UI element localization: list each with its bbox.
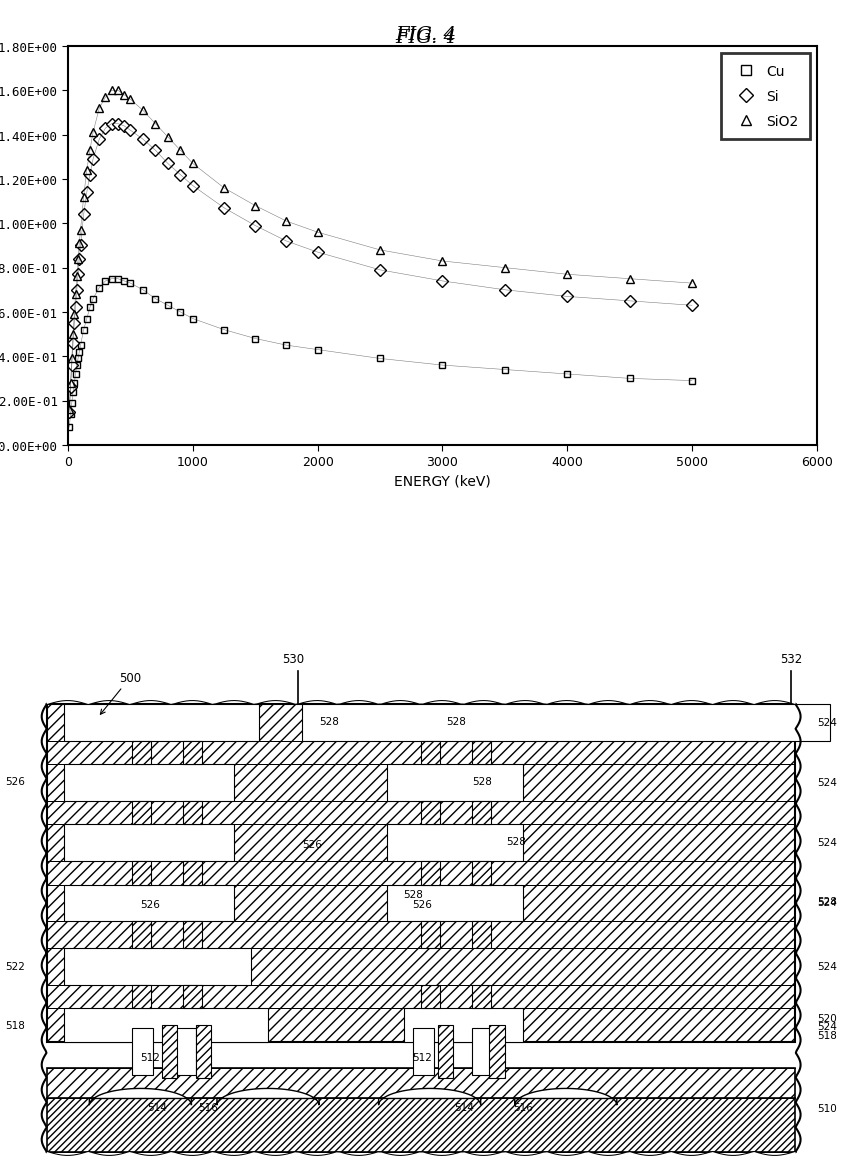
Text: 516: 516	[513, 1102, 533, 1112]
Bar	[64, 825, 234, 861]
Bar	[421, 802, 439, 825]
Bar	[47, 704, 795, 1042]
Text: FIG. 4: FIG. 4	[394, 26, 456, 43]
Text: 518: 518	[6, 1020, 26, 1030]
Text: 524: 524	[816, 777, 836, 788]
Bar	[183, 802, 201, 825]
Bar	[47, 1069, 795, 1098]
Text: 518: 518	[816, 1030, 836, 1040]
Polygon shape	[89, 1089, 191, 1105]
Bar	[489, 1026, 504, 1078]
Text: 524: 524	[816, 838, 836, 847]
Text: 526: 526	[412, 900, 432, 909]
Text: 524: 524	[816, 1021, 836, 1031]
Bar	[183, 861, 201, 885]
Text: 522: 522	[6, 961, 26, 972]
Bar	[404, 1008, 523, 1042]
Text: 514: 514	[147, 1102, 167, 1112]
Bar	[472, 861, 490, 885]
Text: 526: 526	[302, 839, 321, 850]
Legend: Cu, Si, SiO2: Cu, Si, SiO2	[720, 54, 809, 141]
Text: 520: 520	[816, 1014, 836, 1023]
Polygon shape	[47, 504, 795, 704]
Text: 510: 510	[816, 1104, 836, 1113]
Text: 512: 512	[140, 1051, 160, 1062]
Text: 532: 532	[779, 653, 802, 666]
Polygon shape	[47, 1152, 795, 1172]
Text: 524: 524	[816, 717, 836, 728]
Text: 528: 528	[472, 776, 491, 786]
Bar	[472, 984, 490, 1008]
Text: 514: 514	[453, 1102, 473, 1112]
Polygon shape	[217, 1089, 319, 1105]
Bar	[132, 741, 150, 764]
Bar	[421, 741, 439, 764]
Text: 524: 524	[816, 898, 836, 908]
Bar	[183, 984, 201, 1008]
Text: 528: 528	[816, 897, 836, 906]
Bar	[472, 1028, 493, 1075]
Bar	[472, 741, 490, 764]
Bar	[132, 802, 150, 825]
Text: 528: 528	[446, 716, 466, 727]
Bar	[472, 921, 490, 948]
Text: 528: 528	[319, 716, 338, 727]
Bar	[421, 984, 439, 1008]
Bar	[64, 764, 234, 802]
Bar	[132, 984, 150, 1008]
Text: 528: 528	[402, 890, 422, 900]
Bar	[183, 741, 201, 764]
Bar	[174, 1028, 196, 1075]
Bar	[64, 1008, 268, 1042]
Polygon shape	[378, 1089, 480, 1105]
Bar	[387, 825, 523, 861]
Bar	[421, 921, 439, 948]
Text: 530: 530	[282, 653, 304, 666]
Bar	[64, 704, 259, 741]
Bar	[472, 802, 490, 825]
Text: 500: 500	[100, 672, 141, 715]
Bar	[387, 885, 523, 921]
Text: 526: 526	[140, 900, 160, 909]
Bar	[64, 948, 251, 984]
Text: FIG. 4: FIG. 4	[394, 29, 456, 47]
Text: FIG. 5: FIG. 5	[110, 520, 162, 538]
X-axis label: ENERGY (keV): ENERGY (keV)	[394, 475, 490, 489]
Text: 528: 528	[506, 837, 525, 846]
Text: 526: 526	[6, 776, 26, 786]
Polygon shape	[514, 1089, 616, 1105]
Bar	[132, 921, 150, 948]
Text: 516: 516	[198, 1102, 218, 1112]
Text: 512: 512	[412, 1051, 432, 1062]
Bar	[302, 704, 829, 741]
Bar	[421, 861, 439, 885]
Bar	[183, 921, 201, 948]
Bar	[412, 1028, 434, 1075]
Text: 524: 524	[816, 961, 836, 972]
Bar	[162, 1026, 177, 1078]
Bar	[387, 764, 523, 802]
Bar	[47, 1098, 795, 1152]
Bar	[64, 885, 234, 921]
Bar	[132, 861, 150, 885]
Bar	[132, 1028, 153, 1075]
Bar	[196, 1026, 211, 1078]
Bar	[438, 1026, 453, 1078]
